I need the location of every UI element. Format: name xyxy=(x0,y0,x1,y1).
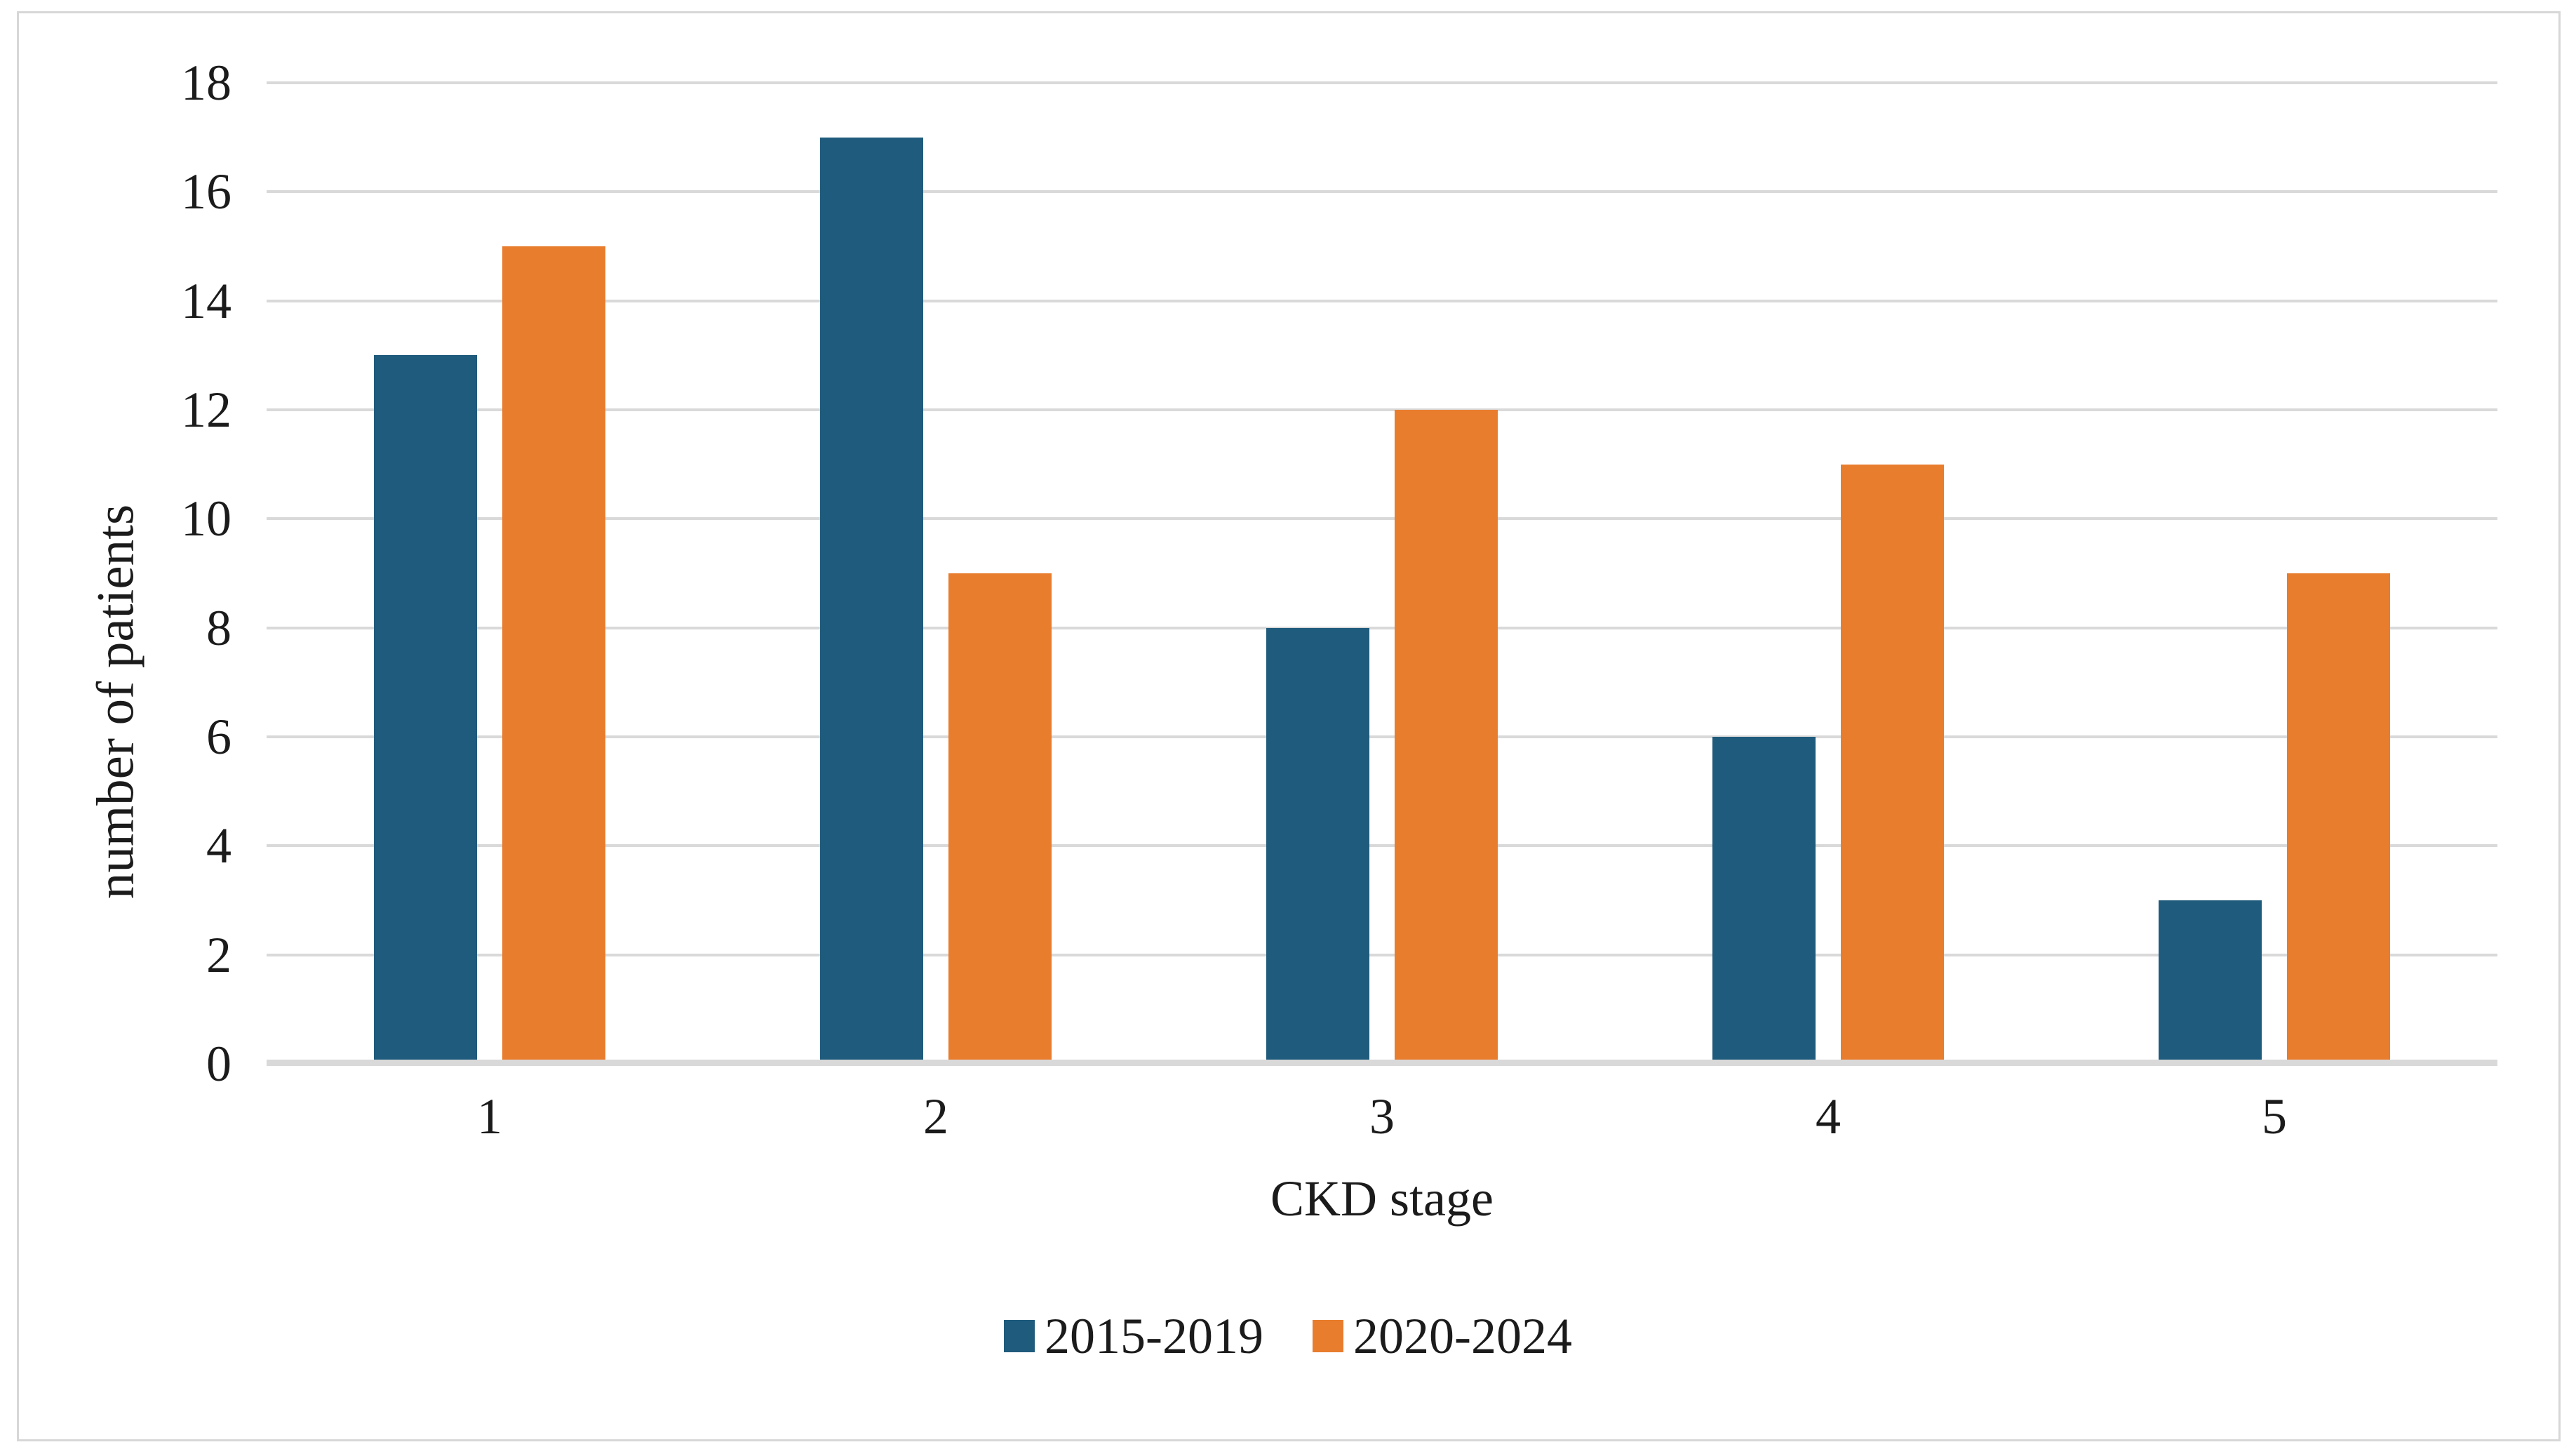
y-tick-label-16: 16 xyxy=(181,164,232,220)
bar-2015-2019-stage-3 xyxy=(1266,627,1369,1064)
y-tick-label-4: 4 xyxy=(206,818,232,874)
y-tick-label-8: 8 xyxy=(206,599,232,656)
gridline xyxy=(267,735,2497,739)
bar-2015-2019-stage-5 xyxy=(2159,900,2262,1064)
gridline xyxy=(267,517,2497,521)
legend-label-2015-2019: 2015-2019 xyxy=(1045,1308,1263,1364)
x-tick-label-3: 3 xyxy=(1369,1088,1395,1145)
x-axis-title: CKD stage xyxy=(1270,1170,1494,1227)
x-tick-label-2: 2 xyxy=(923,1088,948,1145)
bar-2020-2024-stage-5 xyxy=(2287,573,2390,1064)
bar-group-stage-1 xyxy=(267,83,713,1064)
bar-2015-2019-stage-1 xyxy=(374,355,477,1064)
bar-group-stage-4 xyxy=(1605,83,2051,1064)
y-tick-label-2: 2 xyxy=(206,926,232,983)
x-tick-label-1: 1 xyxy=(477,1088,502,1145)
legend-item-2020-2024: 2020-2024 xyxy=(1313,1311,1572,1361)
y-tick-label-12: 12 xyxy=(181,382,232,438)
bar-group-stage-5 xyxy=(2051,83,2497,1064)
legend-swatch-2020-2024 xyxy=(1313,1320,1343,1352)
legend-swatch-2015-2019 xyxy=(1004,1320,1035,1352)
y-tick-label-10: 10 xyxy=(181,491,232,547)
x-axis-baseline xyxy=(267,1060,2497,1066)
bar-group-stage-3 xyxy=(1159,83,1605,1064)
gridline xyxy=(267,299,2497,302)
legend-item-2015-2019: 2015-2019 xyxy=(1004,1311,1263,1361)
gridline xyxy=(267,81,2497,84)
y-axis-tick-labels: 0 2 4 6 8 10 12 14 16 18 xyxy=(42,58,232,1089)
x-tick-label-5: 5 xyxy=(2262,1088,2287,1145)
bar-2020-2024-stage-1 xyxy=(502,246,605,1064)
bar-2020-2024-stage-3 xyxy=(1395,410,1498,1064)
x-axis-tick-labels: 1 2 3 4 5 xyxy=(267,1091,2497,1142)
gridline xyxy=(267,408,2497,412)
gridline xyxy=(267,626,2497,629)
bar-groups xyxy=(267,83,2497,1064)
y-tick-label-14: 14 xyxy=(181,272,232,329)
y-tick-label-6: 6 xyxy=(206,709,232,765)
bar-2020-2024-stage-2 xyxy=(948,573,1052,1064)
bar-2015-2019-stage-4 xyxy=(1712,737,1816,1064)
legend-label-2020-2024: 2020-2024 xyxy=(1353,1308,1572,1364)
bar-group-stage-2 xyxy=(713,83,1159,1064)
x-tick-label-4: 4 xyxy=(1816,1088,1841,1145)
legend: 2015-2019 2020-2024 xyxy=(17,1311,2559,1361)
y-tick-label-0: 0 xyxy=(206,1036,232,1092)
gridline xyxy=(267,953,2497,956)
gridline xyxy=(267,844,2497,848)
y-tick-label-18: 18 xyxy=(181,55,232,111)
plot-area xyxy=(267,81,2497,1066)
bar-2015-2019-stage-2 xyxy=(820,137,923,1064)
gridline xyxy=(267,190,2497,194)
bar-2020-2024-stage-4 xyxy=(1841,464,1944,1064)
